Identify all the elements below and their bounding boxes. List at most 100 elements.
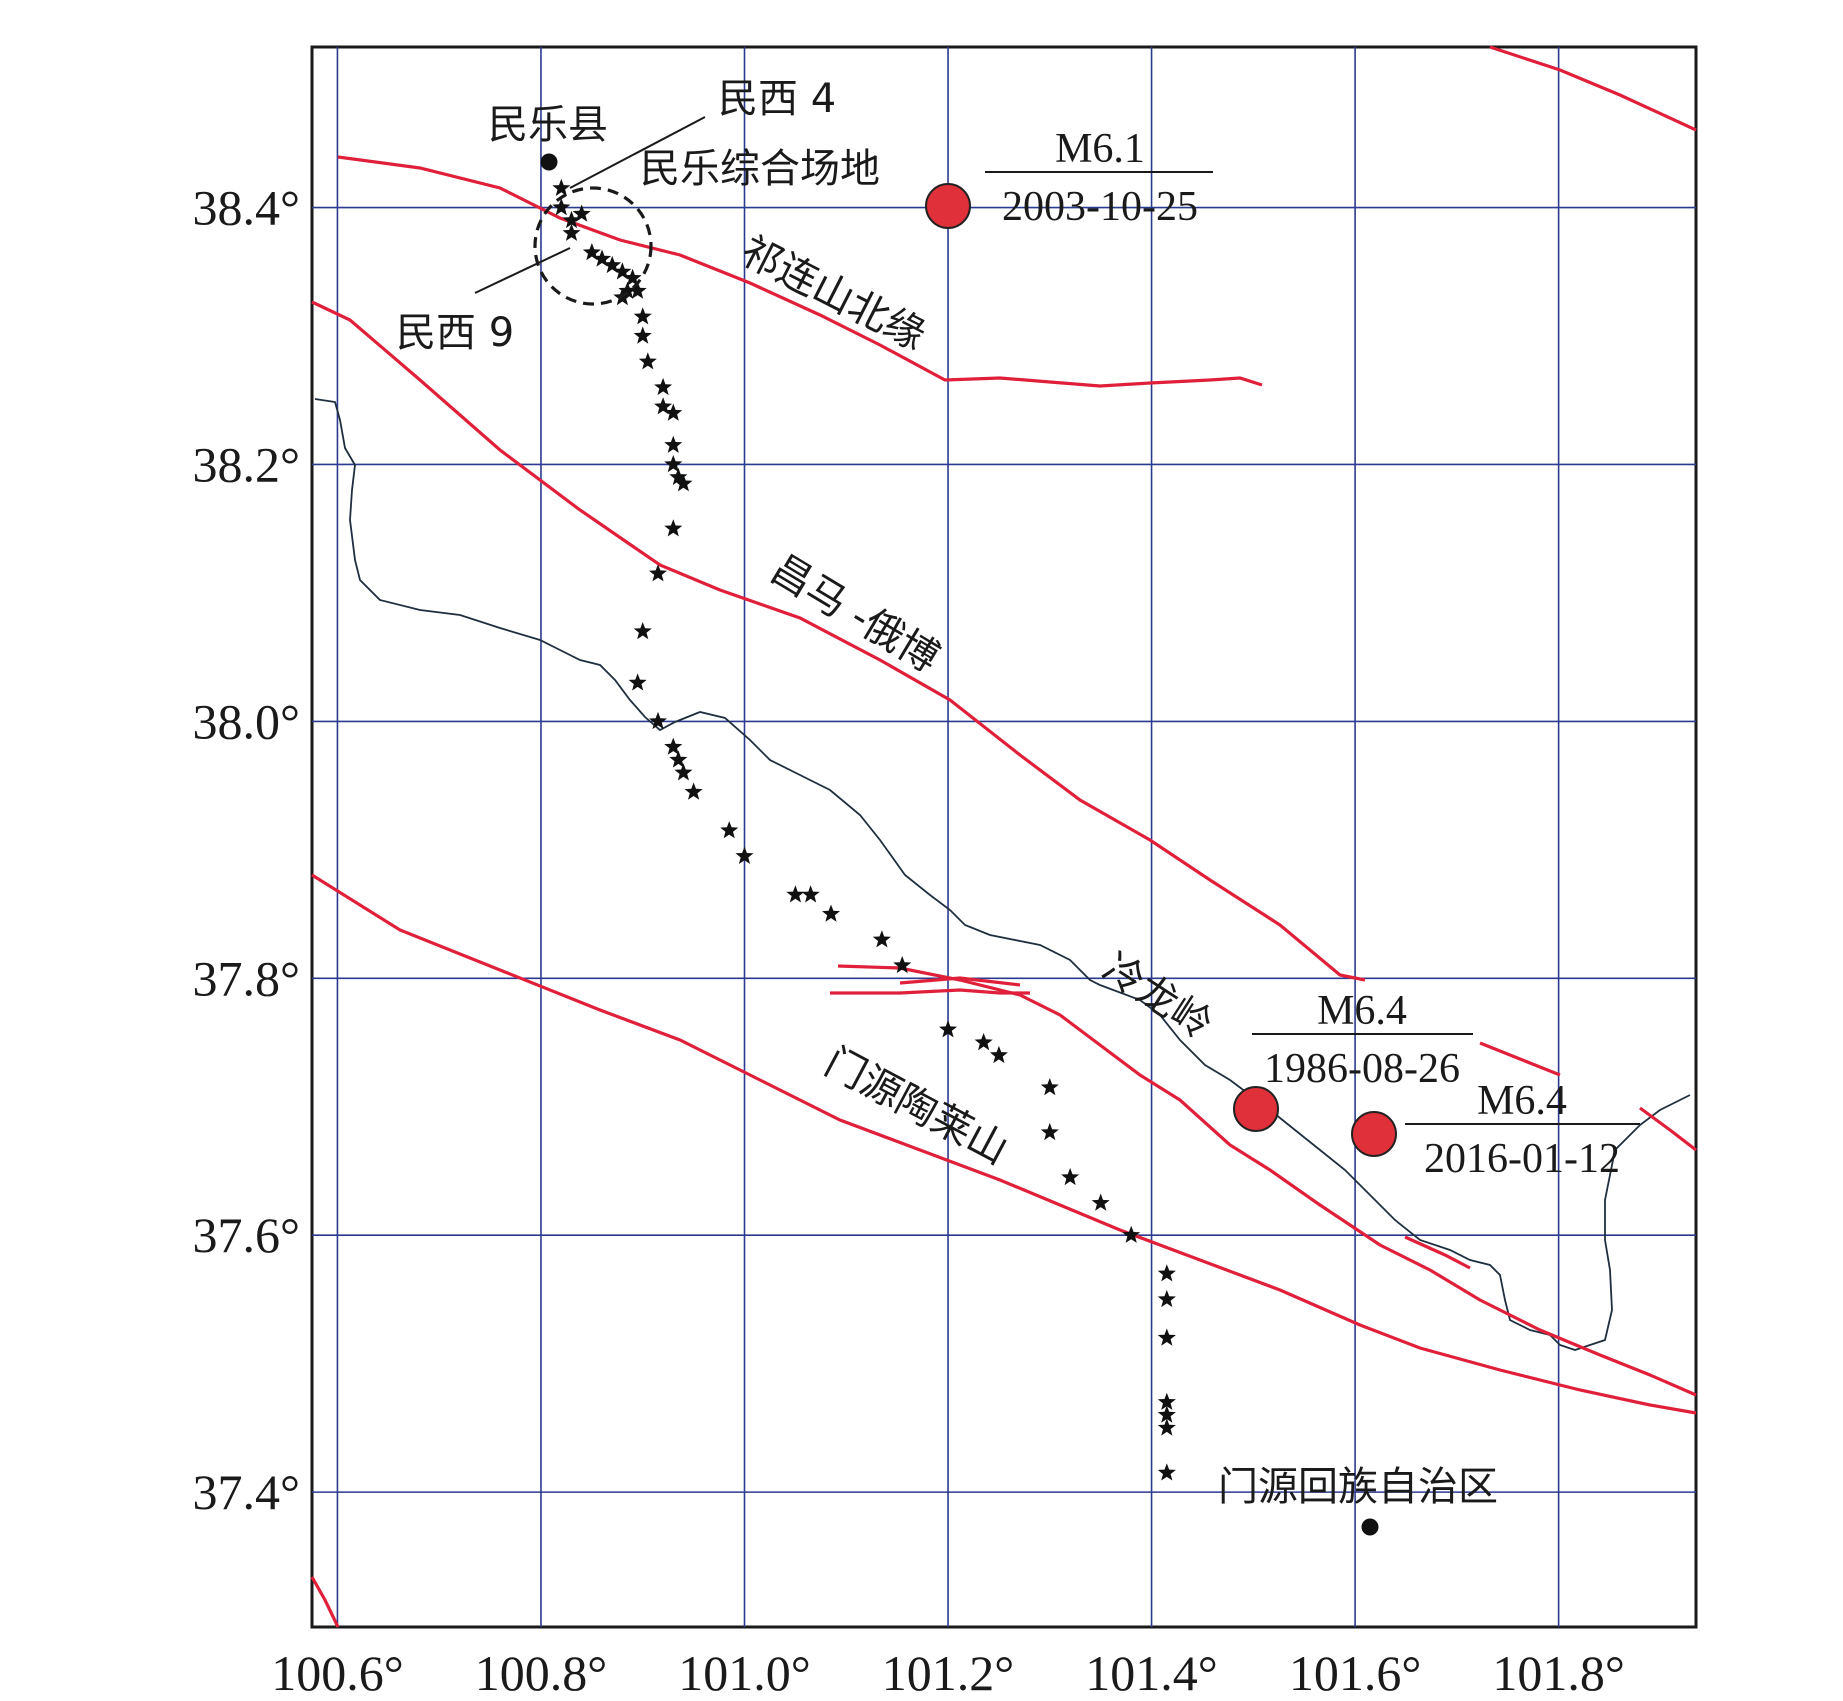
fault-northeast-corner: [1489, 45, 1697, 132]
eq-2003-magnitude: M6.1: [1055, 126, 1145, 172]
lenglongling-fault-branch-2: [899, 976, 1021, 987]
station-star: [628, 673, 647, 691]
qilian-north-fault: [337, 155, 1263, 388]
station-star: [582, 243, 601, 261]
station-star: [562, 223, 581, 241]
x-tick-label: 101.6°: [1289, 1645, 1422, 1701]
station-star: [1157, 1289, 1176, 1308]
station-star: [633, 622, 652, 640]
station-star: [1122, 1225, 1141, 1243]
station-star: [669, 467, 688, 485]
station-star: [989, 1045, 1008, 1064]
station-star: [664, 519, 683, 537]
fault-southwest-corner: [310, 1576, 340, 1628]
station-star: [735, 846, 754, 864]
x-tick-label: 100.6°: [271, 1645, 404, 1701]
minxi4-label: 民西 4: [718, 76, 836, 122]
station-star: [562, 210, 581, 229]
menyuan-county-label: 门源回族自治区: [1218, 1464, 1498, 1510]
eq-2016-magnitude: M6.4: [1477, 1078, 1567, 1124]
station-star: [593, 249, 612, 267]
eq-2016-date: 2016-01-12: [1424, 1136, 1620, 1182]
station-star: [1157, 1463, 1176, 1481]
station-star: [633, 326, 652, 344]
station-star: [552, 198, 571, 216]
station-star: [654, 397, 673, 415]
minle-county-dot: [540, 153, 558, 171]
fault-segment-southeast: [1404, 1235, 1471, 1270]
station-star: [1157, 1264, 1176, 1282]
minxi9-leader-line: [474, 247, 571, 294]
x-tick-label: 101.4°: [1085, 1645, 1218, 1701]
minxi9-label: 民西 9: [396, 310, 514, 356]
station-star: [1061, 1167, 1080, 1186]
station-star: [633, 307, 652, 325]
station-star: [1157, 1328, 1176, 1346]
station-star: [654, 377, 673, 396]
station-star: [664, 435, 683, 453]
minle-site-label: 民乐综合场地: [640, 146, 880, 192]
station-star: [618, 281, 637, 299]
station-star: [684, 782, 703, 800]
station-markers: [552, 178, 1176, 1481]
longitude-tick-labels: 100.6° 100.8° 101.0° 101.2° 101.4° 101.6° 101.…: [271, 1645, 1625, 1701]
coordinate-grid: [312, 47, 1696, 1627]
station-star: [801, 885, 820, 903]
y-tick-label: 37.4°: [193, 1464, 301, 1520]
minle-county-label: 民乐县: [488, 102, 608, 148]
station-star: [628, 281, 647, 299]
station-star: [939, 1020, 958, 1038]
x-tick-label: 101.8°: [1492, 1645, 1625, 1701]
station-star: [1091, 1193, 1110, 1211]
y-tick-label: 37.6°: [193, 1207, 301, 1263]
eq-1986-date: 1986-08-26: [1264, 1046, 1460, 1092]
station-star: [613, 262, 632, 280]
y-tick-label: 38.0°: [193, 693, 301, 749]
epicenter-2016: M6.4 2016-01-12: [1351, 1078, 1640, 1182]
epicenter-1986: M6.4 1986-08-26: [1233, 988, 1473, 1132]
station-star: [822, 904, 840, 922]
station-star: [552, 178, 571, 196]
menyuan-county-dot: [1361, 1518, 1379, 1536]
changma-ebo-fault: [311, 300, 1366, 982]
station-star: [664, 455, 683, 473]
station-star: [664, 403, 683, 421]
station-star: [1040, 1078, 1059, 1096]
station-star: [664, 737, 683, 755]
eq-2003-date: 2003-10-25: [1002, 184, 1198, 230]
x-tick-label: 101.2°: [882, 1645, 1015, 1701]
station-star: [674, 474, 693, 492]
latitude-tick-labels: 38.4° 38.2° 38.0° 37.8° 37.6° 37.4°: [193, 180, 301, 1521]
station-star: [974, 1033, 993, 1051]
station-star: [893, 956, 912, 974]
station-star: [572, 204, 591, 222]
station-star: [786, 885, 805, 903]
station-star: [603, 255, 622, 274]
x-tick-label: 100.8°: [475, 1645, 608, 1701]
station-star: [872, 930, 891, 948]
station-star: [720, 821, 739, 839]
station-star: [638, 352, 657, 370]
fault-lines: [310, 45, 1697, 1628]
station-star: [1157, 1405, 1176, 1423]
station-star: [649, 711, 667, 730]
epicenter-2003: M6.1 2003-10-25: [925, 126, 1213, 230]
station-star: [1040, 1122, 1059, 1141]
eq-1986-magnitude: M6.4: [1317, 988, 1407, 1034]
station-star: [1157, 1392, 1176, 1410]
station-star: [669, 750, 688, 768]
station-star: [649, 564, 667, 582]
station-star: [623, 268, 642, 286]
map-frame: [310, 45, 1698, 1629]
station-star: [674, 763, 693, 781]
menyuan-taolaishan-fault: [311, 873, 1697, 1415]
fault-segment-east: [1479, 1041, 1561, 1077]
minxi4-leader-line: [569, 116, 706, 189]
y-tick-label: 38.4°: [193, 180, 301, 236]
y-tick-label: 38.2°: [193, 436, 301, 492]
minle-site-circle: [533, 186, 653, 306]
lenglongling-fault-branch: [830, 988, 1030, 995]
station-star: [1157, 1418, 1176, 1436]
y-tick-label: 37.8°: [193, 950, 301, 1006]
